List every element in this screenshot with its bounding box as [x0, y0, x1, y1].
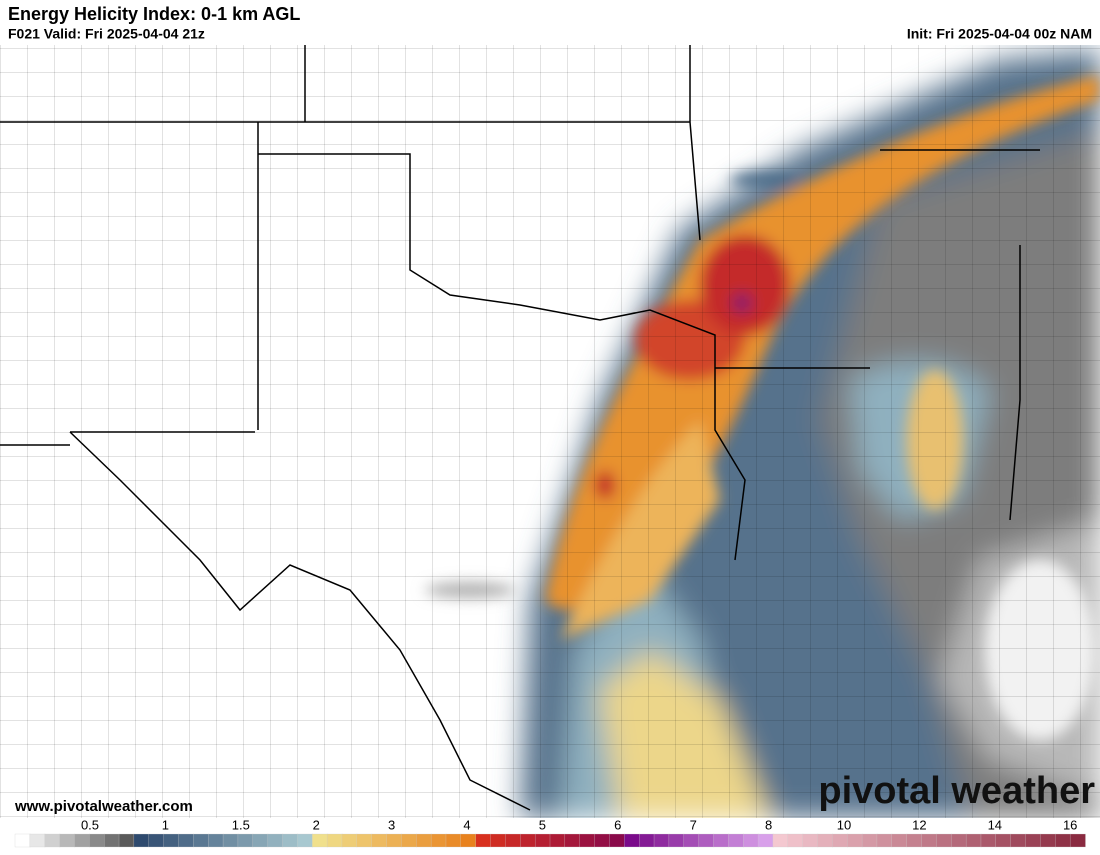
colorbar-swatch	[921, 833, 938, 848]
colorbar-swatch	[356, 833, 373, 848]
colorbar-swatch	[178, 833, 194, 848]
colorbar-tick-label: 1.5	[232, 817, 250, 832]
website: www.pivotalweather.com	[14, 798, 193, 815]
colorbar-tick-label: 0.5	[81, 817, 99, 832]
colorbar-swatch	[698, 833, 715, 848]
colorbar-swatch	[832, 833, 848, 848]
logo: pivotal weather	[818, 770, 1095, 812]
colorbar-swatch	[371, 833, 388, 848]
colorbar-swatch	[445, 833, 462, 848]
colorbar-swatch	[267, 833, 284, 848]
colorbar-swatch	[802, 833, 819, 848]
colorbar-swatch	[936, 833, 952, 848]
colorbar-swatch	[995, 833, 1012, 848]
colorbar-tick-label: 5	[539, 817, 546, 832]
colorbar-swatch	[683, 833, 700, 848]
map	[0, 45, 1100, 818]
colorbar-swatch	[475, 833, 492, 848]
colorbar-swatch	[237, 833, 254, 848]
colorbar-swatch	[906, 833, 923, 848]
colorbar-swatch	[401, 833, 417, 848]
colorbar-swatch	[713, 833, 729, 848]
colorbar-swatch	[163, 833, 180, 848]
colorbar-swatch	[624, 833, 640, 848]
colorbar-swatch	[594, 833, 611, 848]
colorbar-tick-label: 14	[988, 817, 1002, 832]
colorbar-tick-label: 16	[1063, 817, 1077, 832]
colorbar-swatch	[148, 833, 165, 848]
colorbar-swatch	[534, 833, 551, 848]
colorbar-swatch	[757, 833, 774, 848]
colorbar-swatch	[1069, 833, 1086, 848]
colorbar-swatch	[1025, 833, 1042, 848]
colorbar-tick-label: 1	[162, 817, 169, 832]
colorbar-swatch	[326, 833, 343, 848]
colorbar-swatch	[386, 833, 403, 848]
colorbar-swatch	[609, 833, 625, 848]
colorbar-swatch	[297, 833, 313, 848]
colorbar-swatch	[490, 833, 507, 848]
colorbar-swatch	[965, 833, 982, 848]
colorbar-swatch	[891, 833, 908, 848]
colorbar-swatch	[847, 833, 863, 848]
colorbar-swatch	[193, 833, 209, 848]
colorbar-tick-label: 12	[912, 817, 926, 832]
colorbar-swatch	[1055, 833, 1071, 848]
colorbar-swatch	[252, 833, 269, 848]
colorbar-swatch	[876, 833, 893, 848]
colorbar-swatch	[430, 833, 447, 848]
colorbar-swatch	[282, 833, 299, 848]
colorbar-swatch	[564, 833, 581, 848]
colorbar-tick-label: 8	[765, 817, 772, 832]
colorbar-swatch	[208, 833, 224, 848]
colorbar-swatch	[653, 833, 670, 848]
colorbar-swatch	[639, 833, 655, 848]
colorbar-tick-label: 6	[614, 817, 621, 832]
colorbar-swatch	[59, 833, 76, 848]
colorbar-tick-label: 2	[313, 817, 320, 832]
colorbar-swatch	[460, 833, 477, 848]
colorbar-swatch	[341, 833, 358, 848]
colorbar-swatch	[817, 833, 834, 848]
colorbar-tick-label: 3	[388, 817, 395, 832]
valid-time: F021 Valid: Fri 2025-04-04 21z	[8, 26, 205, 42]
init-time: Init: Fri 2025-04-04 00z NAM	[907, 26, 1092, 42]
colorbar-swatch	[579, 833, 596, 848]
colorbar-swatch	[772, 833, 789, 848]
colorbar-tick-label: 10	[837, 817, 851, 832]
colorbar-swatch	[74, 833, 90, 848]
colorbar-swatch	[505, 833, 521, 848]
colorbar-swatch	[549, 833, 566, 848]
colorbar-swatch	[951, 833, 967, 848]
colorbar-swatch	[668, 833, 685, 848]
colorbar-swatch	[118, 833, 135, 848]
colorbar-swatch	[44, 833, 61, 848]
colorbar-swatch	[133, 833, 150, 848]
colorbar-swatch	[89, 833, 105, 848]
colorbar-swatch	[312, 833, 328, 848]
colorbar-swatch	[743, 833, 759, 848]
colorbar-swatch	[980, 833, 997, 848]
state-borders	[0, 45, 1040, 811]
colorbar-tick-label: 4	[463, 817, 470, 832]
colorbar-swatch	[1040, 833, 1056, 848]
colorbar-swatch	[416, 833, 432, 848]
colorbar-tick-label: 7	[690, 817, 697, 832]
colorbar-swatch	[728, 833, 744, 848]
colorbar-swatch	[29, 833, 46, 848]
colorbar-swatch	[1010, 833, 1027, 848]
colorbar: 0.5 1 1.5 2 3 4 5 6 7 8 10 12 14 16	[14, 817, 1086, 848]
colorbar-swatch	[520, 833, 536, 848]
title: Energy Helicity Index: 0-1 km AGL	[8, 4, 300, 24]
colorbar-swatch	[14, 833, 31, 848]
colorbar-swatch	[222, 833, 239, 848]
colorbar-swatch	[104, 833, 120, 848]
colorbar-swatch	[861, 833, 878, 848]
colorbar-swatch	[787, 833, 804, 848]
